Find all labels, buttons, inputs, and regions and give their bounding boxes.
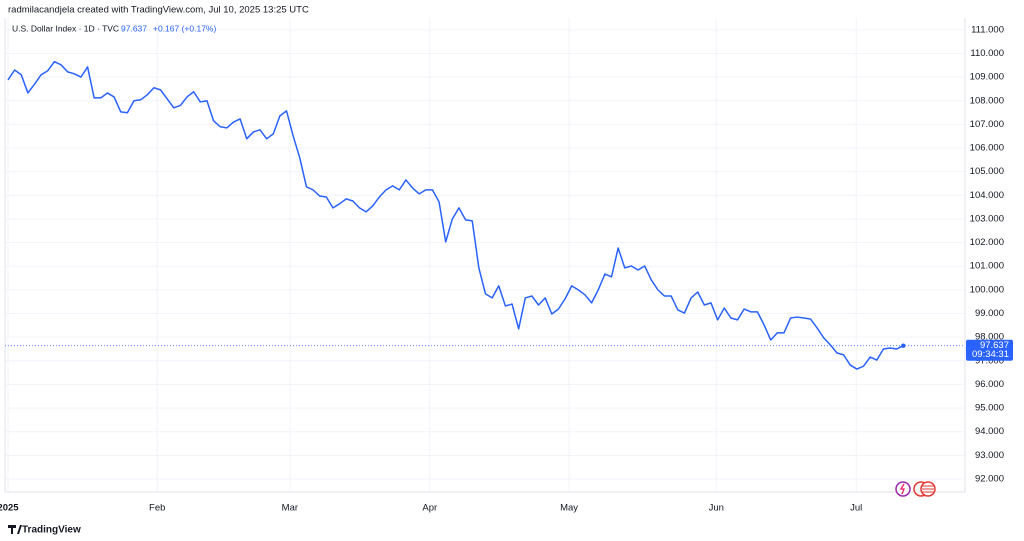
y-tick-label: 111.000 — [971, 24, 1004, 35]
y-tick-label: 109.000 — [970, 72, 1004, 83]
x-tick-label: Jul — [850, 503, 862, 514]
y-tick-label: 100.000 — [970, 284, 1004, 295]
series-line — [7, 60, 904, 370]
last-point — [901, 343, 906, 348]
y-tick-label: 102.000 — [970, 237, 1004, 248]
y-tick-label: 108.000 — [970, 95, 1004, 106]
x-tick-label: 2025 — [0, 503, 19, 514]
last-price-label: 97.637 — [980, 340, 1009, 351]
countdown-label: 09:34:31 — [972, 349, 1009, 360]
y-tick-label: 94.000 — [975, 426, 1004, 437]
x-tick-label: May — [560, 503, 578, 514]
header: radmilacandjela created with TradingView… — [8, 5, 309, 16]
legend-value: 97.637 — [121, 23, 147, 33]
y-tick-label: 99.000 — [975, 308, 1004, 319]
brand-logo — [8, 525, 22, 534]
y-tick-label: 105.000 — [970, 166, 1004, 177]
y-tick-label: 93.000 — [975, 450, 1004, 461]
last-price-box — [966, 339, 1013, 361]
brand: TradingView — [22, 525, 81, 536]
legend-title: U.S. Dollar Index · 1D · TVC — [12, 23, 119, 33]
y-tick-label: 97.000 — [975, 355, 1004, 366]
event-icons — [895, 481, 936, 497]
y-tick-label: 107.000 — [970, 119, 1004, 130]
y-tick-label: 98.000 — [975, 332, 1004, 343]
x-tick-label: Mar — [282, 503, 298, 514]
y-tick-label: 103.000 — [970, 213, 1004, 224]
x-tick-label: Apr — [422, 503, 437, 514]
y-tick-label: 106.000 — [970, 143, 1004, 154]
x-tick-label: Feb — [149, 503, 165, 514]
y-tick-label: 92.000 — [975, 474, 1004, 485]
y-tick-label: 101.000 — [970, 261, 1004, 272]
legend-change: +0.167 (+0.17%) — [153, 23, 216, 33]
y-tick-label: 95.000 — [975, 403, 1004, 414]
y-tick-label: 96.000 — [975, 379, 1004, 390]
y-tick-label: 110.000 — [970, 48, 1004, 59]
y-tick-label: 104.000 — [970, 190, 1004, 201]
x-tick-label: Jun — [709, 503, 724, 514]
